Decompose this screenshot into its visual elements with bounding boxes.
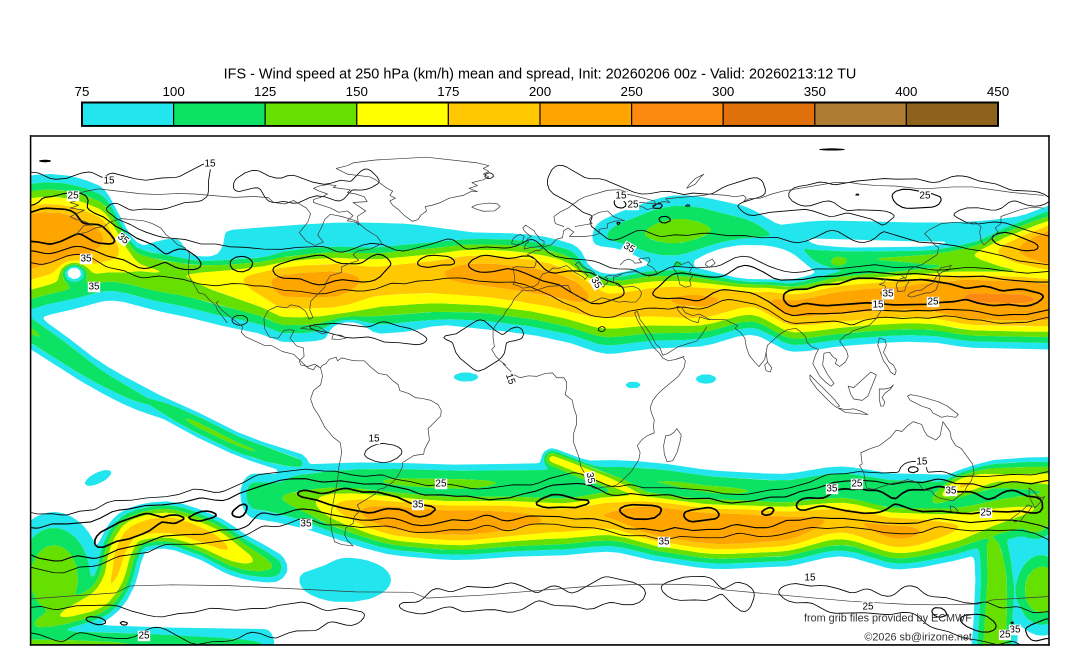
svg-text:15: 15 [503, 372, 517, 387]
svg-text:250: 250 [621, 84, 643, 99]
svg-text:125: 125 [254, 84, 276, 99]
svg-text:200: 200 [529, 84, 551, 99]
svg-text:35: 35 [89, 282, 101, 293]
svg-text:35: 35 [584, 471, 597, 484]
svg-text:35: 35 [588, 275, 603, 291]
svg-text:15: 15 [615, 191, 627, 202]
svg-text:75: 75 [75, 84, 90, 99]
svg-text:100: 100 [163, 84, 185, 99]
svg-text:35: 35 [658, 537, 670, 548]
svg-text:35: 35 [413, 500, 425, 511]
svg-text:150: 150 [346, 84, 368, 99]
svg-text:25: 25 [139, 631, 151, 642]
svg-text:IFS - Wind speed at 250 hPa (k: IFS - Wind speed at 250 hPa (km/h) mean … [224, 66, 857, 82]
svg-text:25: 25 [927, 297, 939, 308]
svg-text:25: 25 [919, 191, 931, 202]
svg-text:25: 25 [851, 478, 863, 489]
svg-text:15: 15 [872, 300, 884, 311]
svg-text:35: 35 [300, 518, 312, 529]
svg-text:35: 35 [621, 241, 637, 256]
svg-text:35: 35 [945, 486, 957, 497]
svg-text:15: 15 [204, 159, 216, 170]
svg-text:35: 35 [826, 483, 838, 494]
svg-text:15: 15 [368, 433, 380, 444]
svg-text:25: 25 [980, 508, 992, 519]
svg-text:25: 25 [68, 191, 80, 202]
svg-text:©2026 sb@irizone.net: ©2026 sb@irizone.net [864, 632, 971, 644]
svg-text:450: 450 [987, 84, 1009, 99]
svg-text:300: 300 [712, 84, 734, 99]
svg-text:25: 25 [627, 200, 639, 211]
svg-text:35: 35 [1009, 625, 1021, 636]
svg-text:25: 25 [999, 630, 1011, 641]
svg-text:175: 175 [437, 84, 459, 99]
svg-text:35: 35 [80, 254, 92, 265]
svg-text:25: 25 [862, 602, 874, 613]
svg-text:from grib files provided by EC: from grib files provided by ECMWF [804, 612, 972, 624]
svg-text:15: 15 [804, 573, 816, 584]
svg-text:15: 15 [104, 176, 116, 187]
svg-text:15: 15 [916, 457, 928, 468]
svg-text:35: 35 [882, 289, 894, 300]
svg-text:350: 350 [804, 84, 826, 99]
svg-text:400: 400 [895, 84, 917, 99]
svg-text:25: 25 [435, 478, 447, 489]
